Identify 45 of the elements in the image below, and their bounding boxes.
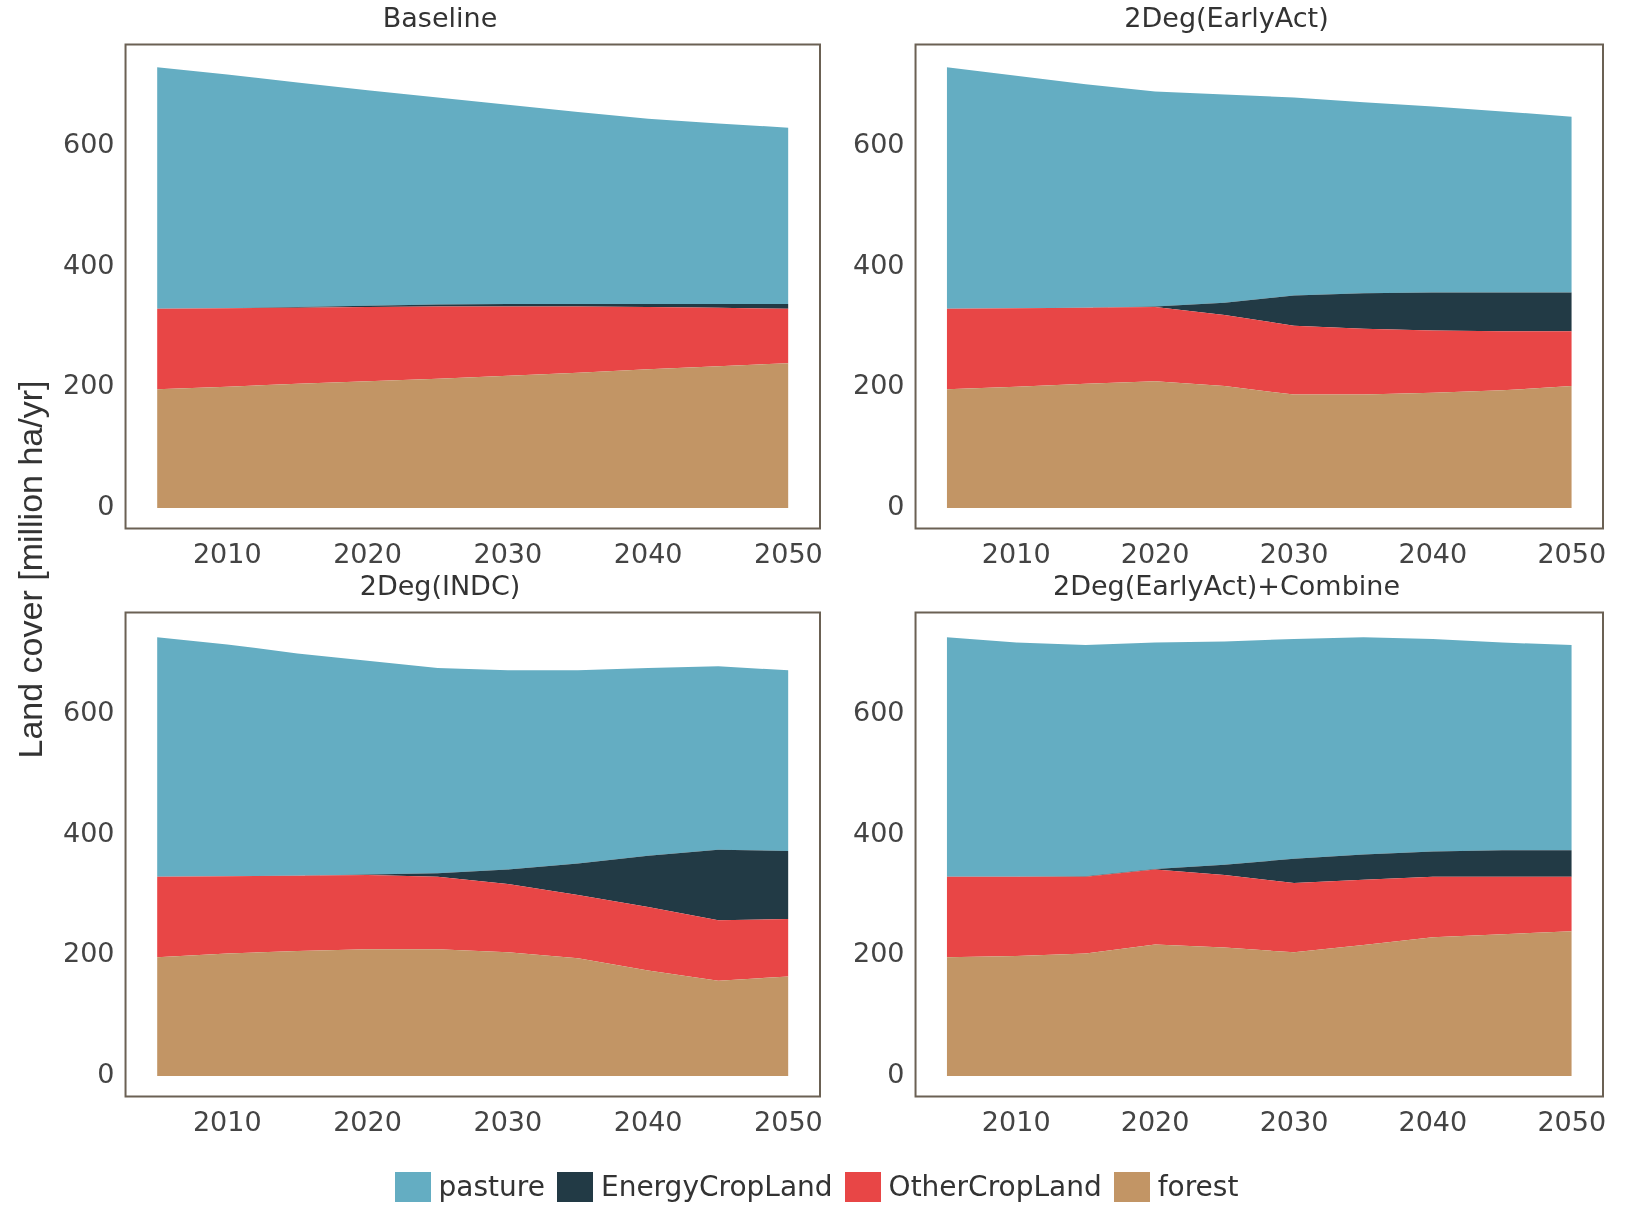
y-tick-label: 400	[852, 248, 905, 280]
legend-label: OtherCropLand	[888, 1170, 1102, 1203]
x-tick-label: 2010	[192, 537, 262, 569]
x-tick-label: 2020	[333, 1105, 402, 1137]
y-tick-label: 200	[852, 937, 905, 969]
x-tick-label: 2020	[1120, 1105, 1190, 1137]
x-tick-label: 2040	[1398, 1105, 1468, 1137]
x-tick-label: 2050	[1537, 1105, 1607, 1137]
y-tick-label: 200	[62, 937, 115, 969]
legend-label: forest	[1157, 1170, 1239, 1203]
y-tick-label: 200	[62, 369, 115, 401]
x-tick-label: 2010	[192, 1105, 262, 1137]
x-tick-label: 2050	[754, 537, 823, 569]
x-tick-label: 2010	[981, 1105, 1051, 1137]
y-tick-label: 0	[887, 1058, 905, 1090]
x-tick-label: 2030	[473, 537, 543, 569]
y-tick-label: 600	[852, 695, 905, 727]
y-tick-label: 0	[97, 1058, 115, 1090]
y-tick-label: 0	[887, 490, 905, 522]
y-tick-label: 400	[62, 248, 115, 280]
y-tick-label: 400	[852, 816, 905, 848]
chart-title: 2Deg(EarlyAct)+Combine	[1052, 570, 1401, 602]
x-tick-label: 2040	[613, 1105, 683, 1137]
chart-title: Baseline	[382, 2, 498, 34]
y-tick-label: 0	[97, 490, 115, 522]
legend-label: pasture	[438, 1170, 545, 1203]
y-tick-label: 600	[852, 127, 905, 159]
x-tick-label: 2040	[613, 537, 683, 569]
chart-title: 2Deg(INDC)	[359, 570, 521, 602]
y-tick-label: 600	[62, 695, 115, 727]
x-tick-label: 2010	[981, 537, 1051, 569]
chart-title: 2Deg(EarlyAct)	[1124, 2, 1329, 34]
y-tick-label: 600	[62, 127, 115, 159]
y-axis-title: Land cover [million ha/yr]	[10, 379, 50, 761]
x-tick-label: 2020	[1120, 537, 1190, 569]
x-tick-label: 2050	[1537, 537, 1607, 569]
y-tick-label: 400	[62, 816, 115, 848]
x-tick-label: 2050	[754, 1105, 823, 1137]
legend-label: EnergyCropLand	[600, 1170, 833, 1203]
x-tick-label: 2030	[1259, 1105, 1329, 1137]
y-tick-label: 200	[852, 369, 905, 401]
x-tick-label: 2030	[1259, 537, 1329, 569]
x-tick-label: 2030	[473, 1105, 543, 1137]
x-tick-label: 2040	[1398, 537, 1468, 569]
x-tick-label: 2020	[333, 537, 402, 569]
